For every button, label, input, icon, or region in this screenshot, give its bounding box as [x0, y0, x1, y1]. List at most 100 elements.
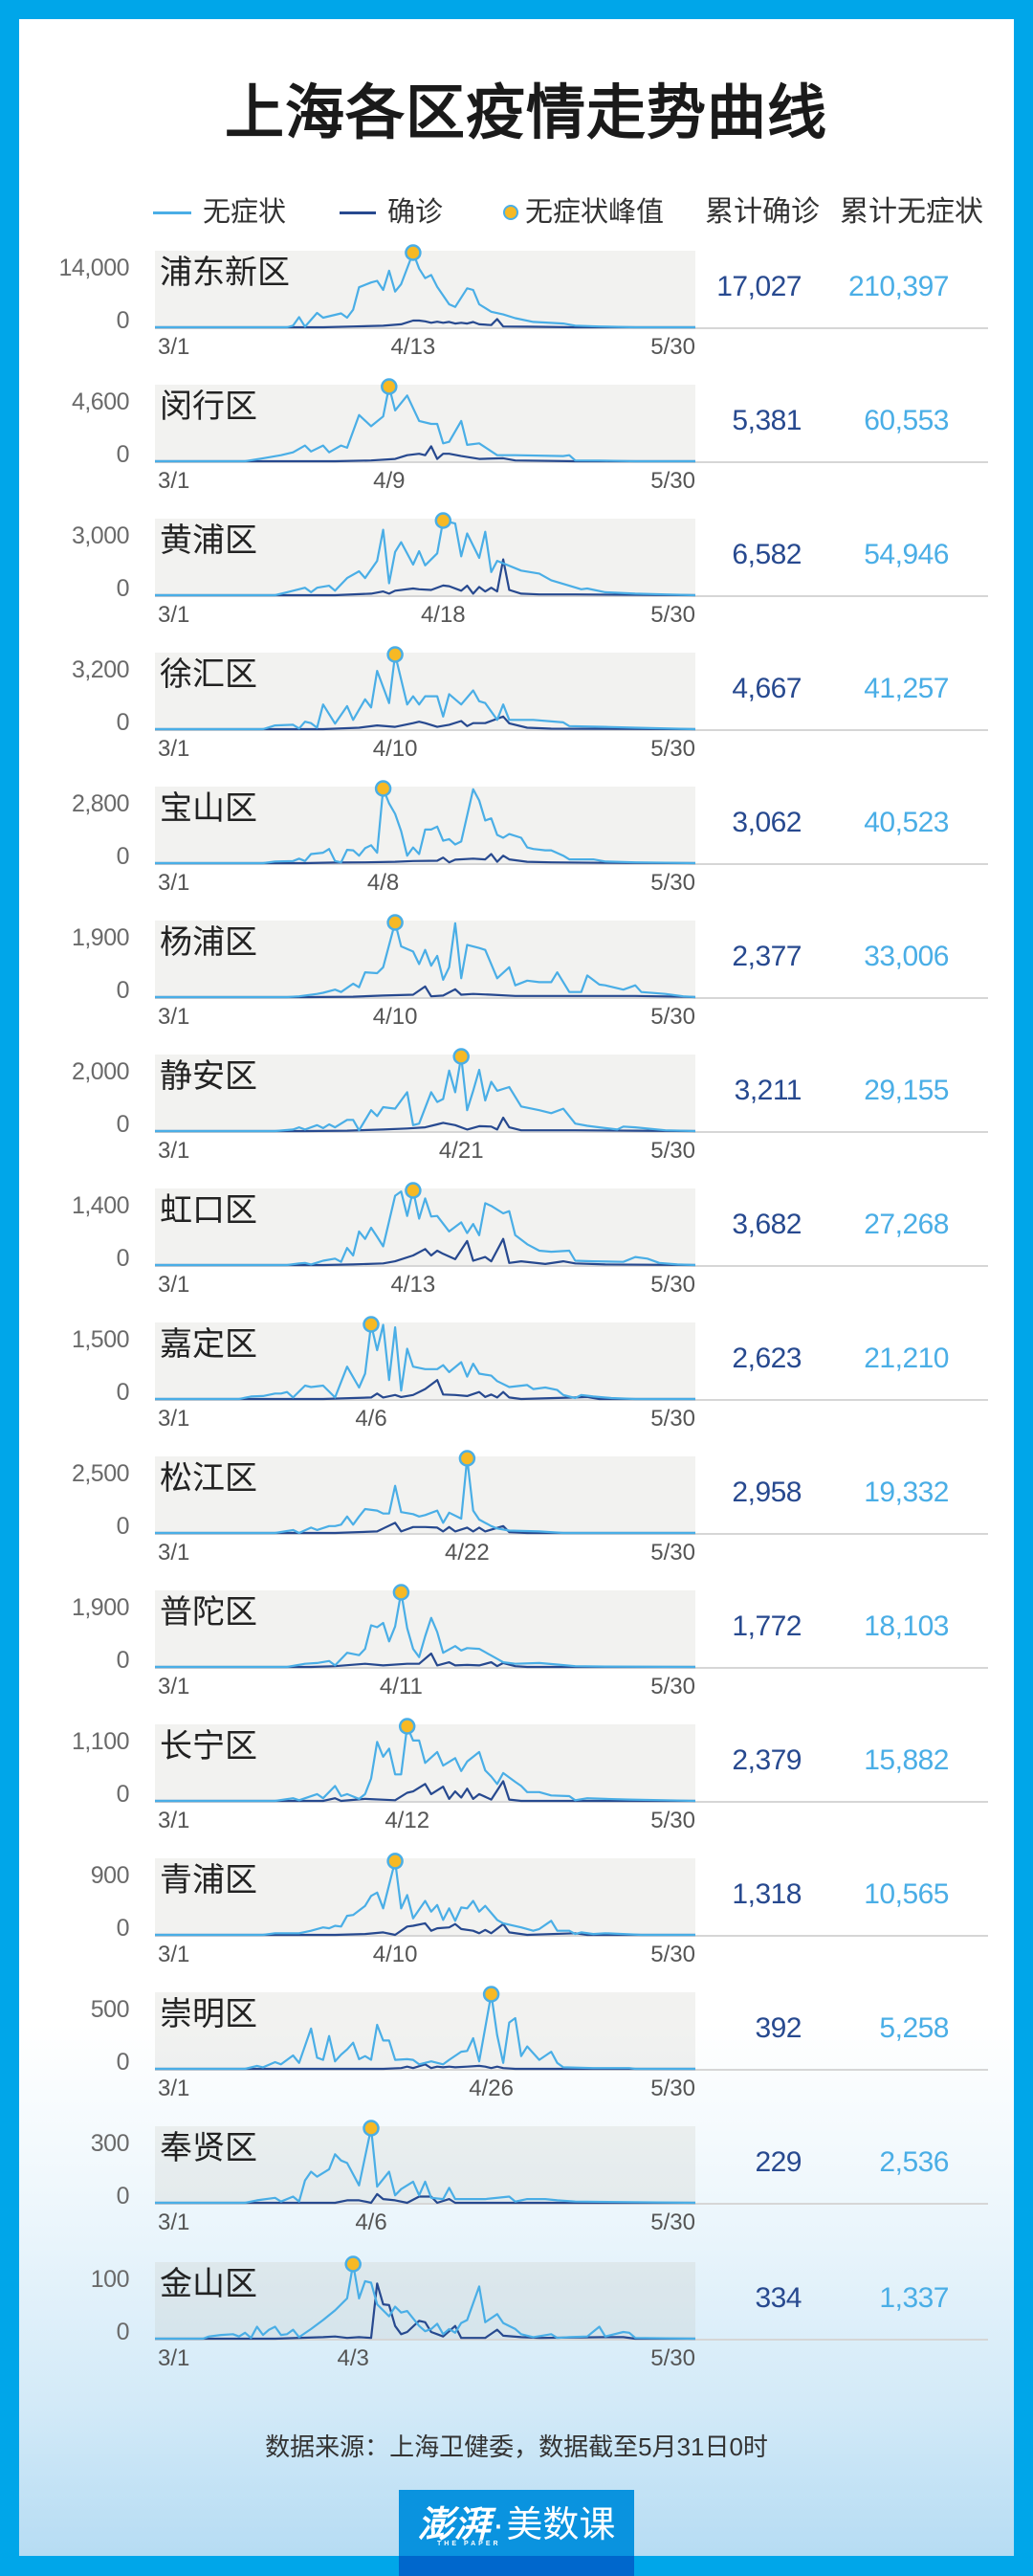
- y-axis-max-label: 14,000: [58, 255, 130, 281]
- legend-confirmed-label: 确诊: [387, 197, 444, 228]
- chart-plot-area: [155, 2262, 695, 2340]
- y-axis-max-label: 100: [90, 2266, 130, 2293]
- column-header-total-asymptomatic: 累计无症状: [840, 196, 983, 228]
- data-source-note: 数据来源：上海卫健委，数据截至5月31日0时: [265, 2432, 768, 2461]
- baseline-divider: [155, 1265, 988, 1267]
- chart-plot-area: [155, 2126, 695, 2204]
- x-axis-end-label: 5/30: [650, 1540, 695, 1566]
- y-axis-max-label: 900: [90, 1862, 130, 1889]
- confirmed-line: [155, 1921, 695, 1937]
- y-axis-max-label: 1,400: [71, 1192, 130, 1219]
- asymptomatic-line: [155, 1992, 695, 2071]
- district-row-jiading: 1,500 0 嘉定区 3/1 4/6 5/30 2,623 21,210: [0, 1316, 1033, 1447]
- total-confirmed-value: 6,582: [732, 539, 802, 570]
- confirmed-line: [155, 1652, 695, 1669]
- x-axis-start-label: 3/1: [158, 1272, 190, 1298]
- confirmed-line: [155, 1521, 695, 1535]
- chart-plot-area: [155, 1590, 695, 1668]
- x-axis-start-label: 3/1: [158, 1540, 190, 1566]
- asymptomatic-line: [155, 251, 695, 329]
- district-name: 虹口区: [160, 1192, 257, 1229]
- total-confirmed-value: 17,027: [716, 271, 802, 302]
- confirmed-line: [155, 985, 696, 999]
- peak-marker-icon: [405, 1182, 422, 1199]
- asymptomatic-line: [155, 653, 696, 731]
- y-axis-zero-label: 0: [116, 1111, 130, 1138]
- total-asymptomatic-value: 10,565: [864, 1878, 949, 1910]
- total-confirmed-value: 2,958: [732, 1477, 802, 1508]
- legend-asymptomatic-label: 无症状: [203, 197, 287, 228]
- district-name: 杨浦区: [160, 924, 257, 961]
- peak-dot-legend-icon: [503, 205, 518, 220]
- district-name: 普陀区: [160, 1594, 257, 1631]
- confirmed-line: [155, 558, 696, 597]
- asymptomatic-line: [155, 385, 695, 463]
- district-name: 宝山区: [160, 790, 257, 827]
- peak-marker-icon: [386, 646, 404, 663]
- district-trend-chart: [155, 1316, 695, 1401]
- x-axis-peak-date-label: 4/13: [390, 1272, 436, 1298]
- district-trend-chart: [155, 1986, 695, 2071]
- x-axis-peak-date-label: 4/3: [337, 2345, 369, 2371]
- x-axis-start-label: 3/1: [158, 1406, 190, 1432]
- district-name: 青浦区: [160, 1862, 257, 1899]
- page-title: 上海各区疫情走势曲线: [224, 80, 827, 146]
- x-axis-end-label: 5/30: [650, 1674, 695, 1699]
- confirmed-line: [155, 445, 695, 463]
- district-row-jinshan: 100 0 金山区 3/1 4/3 5/30 334 1,337: [0, 2255, 1033, 2387]
- peak-marker-icon: [386, 914, 404, 931]
- x-axis-start-label: 3/1: [158, 1808, 190, 1833]
- district-row-qingpu: 900 0 青浦区 3/1 4/10 5/30 1,318 10,565: [0, 1853, 1033, 1983]
- x-axis-start-label: 3/1: [158, 602, 190, 628]
- district-name: 徐汇区: [160, 656, 257, 693]
- x-axis-end-label: 5/30: [650, 1272, 695, 1298]
- asymptomatic-line: [155, 1456, 695, 1535]
- x-axis-start-label: 3/1: [158, 1674, 190, 1699]
- district-name: 黄浦区: [160, 522, 257, 559]
- district-name: 长宁区: [160, 1728, 257, 1765]
- district-name: 静安区: [160, 1058, 257, 1095]
- district-row-minhang: 4,600 0 闵行区 3/1 4/9 5/30 5,381 60,553: [0, 378, 1033, 509]
- peak-marker-icon: [392, 1584, 410, 1601]
- baseline-divider: [155, 729, 988, 731]
- y-axis-zero-label: 0: [116, 2049, 130, 2076]
- district-row-songjiang: 2,500 0 松江区 3/1 4/22 5/30 2,958 19,332: [0, 1450, 1033, 1581]
- district-row-pudong: 14,000 0 浦东新区 3/1 4/13 5/30 17,027 210,3…: [0, 244, 1033, 375]
- y-axis-zero-label: 0: [116, 2319, 130, 2345]
- total-asymptomatic-value: 2,536: [879, 2146, 949, 2178]
- confirmed-line: [155, 1379, 695, 1401]
- y-axis-zero-label: 0: [116, 2183, 130, 2210]
- confirmed-line-legend-icon: [340, 211, 376, 214]
- peak-marker-icon: [344, 2255, 362, 2273]
- x-axis-start-label: 3/1: [158, 2345, 190, 2371]
- total-confirmed-value: 3,062: [732, 807, 802, 838]
- x-axis-start-label: 3/1: [158, 736, 190, 762]
- chart-plot-area: [155, 519, 695, 596]
- total-confirmed-value: 392: [755, 2012, 802, 2044]
- y-axis-zero-label: 0: [116, 441, 130, 468]
- district-name: 金山区: [160, 2266, 257, 2302]
- asymptomatic-line: [155, 1322, 695, 1401]
- district-trend-chart: [155, 1853, 695, 1937]
- total-asymptomatic-value: 19,332: [864, 1477, 949, 1508]
- total-asymptomatic-value: 41,257: [864, 673, 949, 704]
- x-axis-end-label: 5/30: [650, 1942, 695, 1967]
- district-trend-chart: [155, 244, 695, 329]
- chart-plot-area: [155, 1456, 695, 1534]
- baseline-divider: [155, 1131, 988, 1133]
- x-axis-end-label: 5/30: [650, 2076, 695, 2101]
- y-axis-zero-label: 0: [116, 709, 130, 736]
- logo-brand: 澎湃: [417, 2502, 491, 2545]
- total-confirmed-value: 1,772: [732, 1610, 802, 1642]
- chart-plot-area: [155, 251, 695, 328]
- total-asymptomatic-value: 5,258: [879, 2012, 949, 2044]
- district-row-chongming: 500 0 崇明区 3/1 4/26 5/30 392 5,258: [0, 1986, 1033, 2117]
- y-axis-max-label: 2,000: [71, 1058, 130, 1085]
- y-axis-max-label: 1,100: [71, 1728, 130, 1755]
- asymptomatic-line: [155, 1055, 696, 1133]
- y-axis-max-label: 3,200: [71, 656, 130, 683]
- district-trend-chart: [155, 1584, 696, 1669]
- total-asymptomatic-value: 21,210: [864, 1343, 949, 1374]
- district-row-jingan: 2,000 0 静安区 3/1 4/21 5/30 3,211 29,155: [0, 1048, 1033, 1179]
- legend-peak-label: 无症状峰值: [525, 197, 665, 228]
